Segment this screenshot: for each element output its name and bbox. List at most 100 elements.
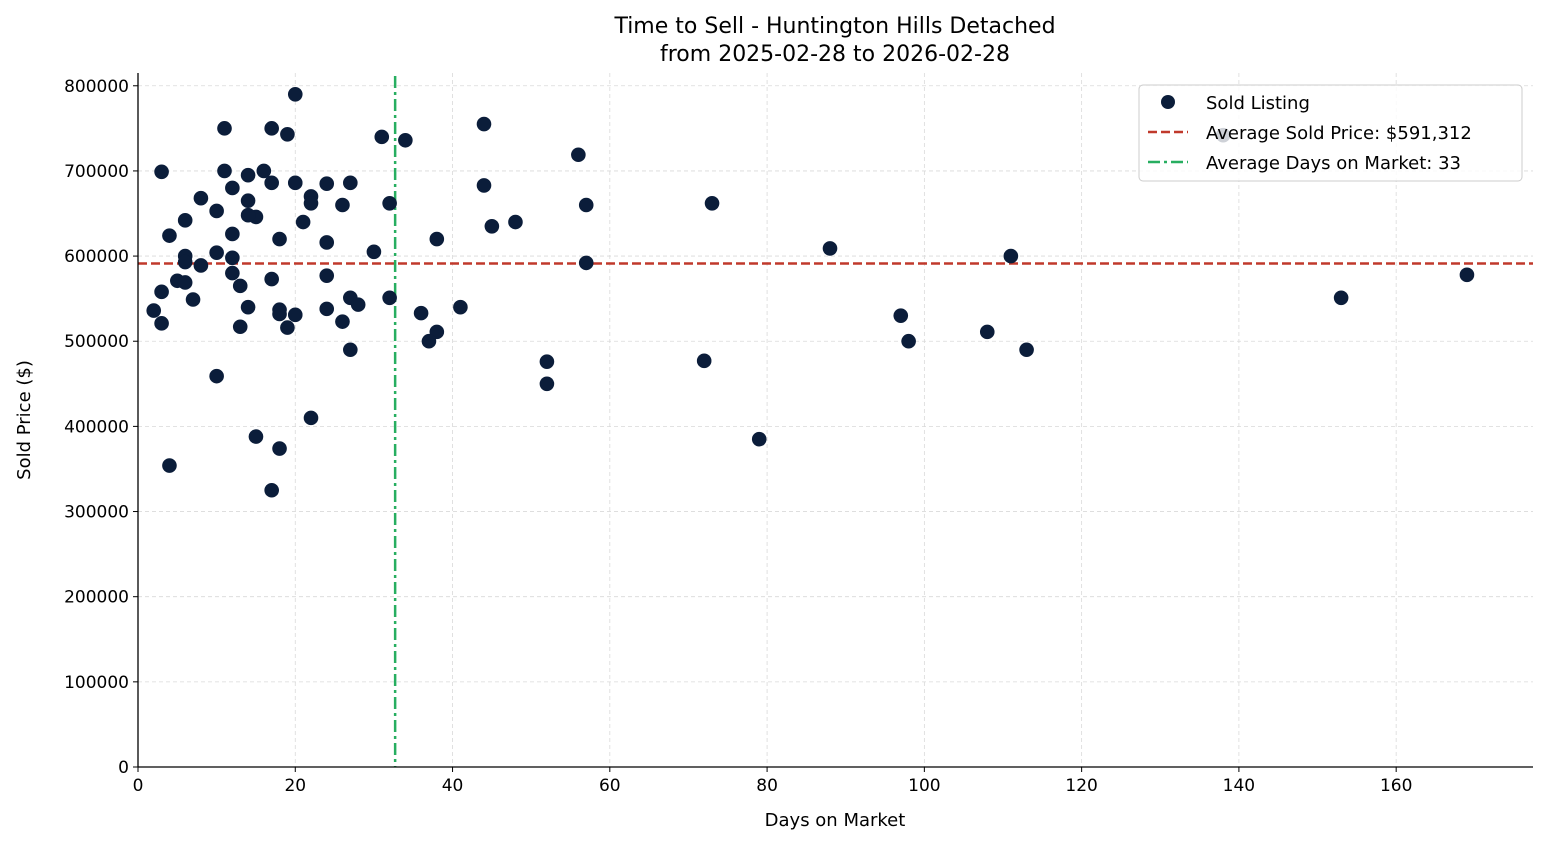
data-point [893, 308, 909, 323]
data-point [303, 410, 319, 426]
data-point [413, 305, 429, 321]
x-tick-label: 80 [756, 776, 778, 796]
legend-box [1138, 84, 1523, 182]
data-point [217, 163, 232, 179]
data-point [366, 244, 382, 260]
x-tick-label: 20 [284, 776, 306, 796]
chart-subtitle: from 2025-02-28 to 2026-02-28 [660, 42, 1010, 67]
data-point [704, 195, 720, 211]
data-point [476, 116, 492, 132]
data-point [508, 214, 523, 230]
x-tick-label: 160 [1380, 776, 1412, 796]
data-point [209, 245, 224, 260]
data-point [429, 231, 445, 247]
data-point [751, 431, 767, 447]
y-tick-label: 200000 [64, 588, 129, 608]
data-point [319, 176, 335, 191]
data-point [343, 175, 358, 191]
data-point [539, 354, 555, 369]
legend-label-avg-price: Average Sold Price: $591,312 [1206, 123, 1472, 144]
axes: 0 20 40 60 80 100 120 140 160 0 100000 200000 300000… [64, 73, 1533, 796]
y-tick-label: 800000 [64, 77, 129, 97]
data-point [295, 214, 311, 230]
data-point [154, 284, 169, 300]
data-point [146, 303, 162, 318]
data-point [240, 299, 256, 315]
legend: Sold Listing Average Sold Price: $591,31… [1138, 84, 1523, 182]
data-point [232, 278, 248, 294]
data-point [1003, 248, 1019, 264]
scatter-points [146, 86, 1475, 498]
y-axis-label: Sold Price ($) [14, 360, 35, 480]
data-point [225, 250, 240, 266]
x-tick-label: 120 [1065, 776, 1097, 796]
data-point [476, 178, 492, 193]
data-point [421, 333, 437, 349]
reference-lines [138, 76, 1533, 767]
y-tick-label: 0 [118, 758, 129, 778]
data-point [287, 307, 303, 323]
x-axis-label: Days on Market [765, 810, 906, 831]
data-point [248, 429, 264, 444]
x-tick-label: 100 [908, 776, 940, 796]
data-point [319, 235, 335, 250]
data-point [209, 203, 224, 219]
data-point [264, 482, 279, 498]
data-point [280, 320, 295, 335]
data-point [272, 441, 287, 456]
data-point [335, 314, 350, 329]
data-point [539, 376, 555, 392]
data-point [1333, 290, 1349, 306]
data-point [280, 127, 295, 142]
data-point [343, 342, 358, 358]
data-point [240, 207, 256, 223]
legend-marker-sold-listing [1161, 95, 1175, 109]
data-point [303, 195, 319, 211]
data-point [696, 353, 712, 369]
data-point [374, 129, 390, 145]
legend-label-sold-listing: Sold Listing [1206, 93, 1310, 114]
data-point [319, 268, 335, 283]
data-point [484, 218, 500, 234]
data-point [240, 167, 256, 183]
y-tick-label: 300000 [64, 503, 129, 523]
data-point [335, 197, 350, 213]
data-point [319, 301, 335, 317]
data-point [264, 121, 279, 136]
data-point [225, 180, 240, 196]
x-tick-label: 140 [1223, 776, 1255, 796]
legend-label-avg-days: Average Days on Market: 33 [1206, 153, 1461, 174]
data-point [578, 255, 594, 271]
data-point [225, 226, 240, 242]
data-point [177, 254, 193, 270]
y-tick-label: 600000 [64, 247, 129, 267]
data-point [1019, 342, 1034, 358]
y-tick-label: 500000 [64, 332, 129, 352]
data-point [382, 195, 397, 211]
data-point [209, 368, 224, 384]
data-point [217, 121, 232, 136]
data-point [177, 213, 193, 228]
y-tick-label: 400000 [64, 417, 129, 437]
data-point [350, 297, 366, 312]
data-point [382, 290, 397, 306]
data-point [287, 175, 303, 191]
data-point [193, 258, 209, 273]
data-point [264, 175, 279, 191]
data-point [571, 147, 586, 163]
y-tick-label: 700000 [64, 162, 129, 182]
data-point [177, 275, 193, 290]
data-point [162, 228, 177, 243]
data-point [287, 86, 303, 102]
data-point [453, 299, 468, 315]
data-point [256, 163, 272, 179]
x-tick-label: 40 [442, 776, 464, 796]
data-point [193, 190, 209, 206]
data-point [154, 164, 169, 180]
data-point [272, 306, 287, 322]
data-point [1459, 267, 1475, 283]
data-point [979, 324, 995, 340]
x-tick-label: 60 [599, 776, 621, 796]
data-point [901, 333, 916, 349]
data-point [272, 231, 287, 247]
